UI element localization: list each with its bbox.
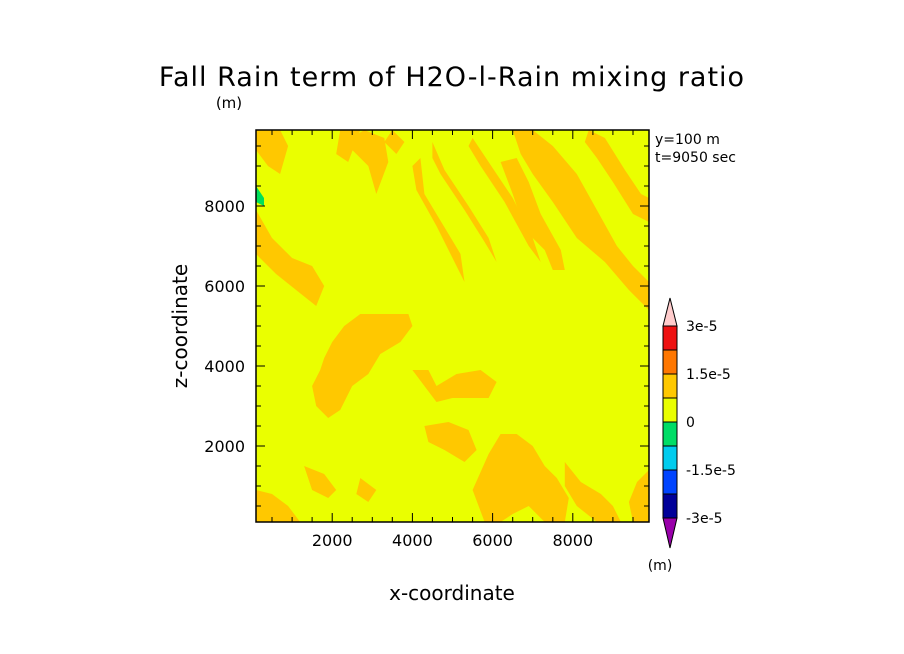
axis-tick-labels: 2000 4000 6000 8000 2000 4000 6000 8000: [204, 197, 593, 550]
y-tick-label: 8000: [204, 197, 245, 216]
x-tick-label: 4000: [392, 531, 433, 550]
contour-region-7: [468, 138, 541, 262]
contour-region-18: [256, 490, 301, 522]
colorbar-unit: (m): [648, 558, 673, 574]
contour-region-13: [412, 370, 497, 402]
colorbar-box: [662, 445, 678, 471]
annotation-y: y=100 m: [655, 132, 720, 148]
contour-region-21: [256, 186, 264, 206]
colorbar-box: [662, 325, 678, 351]
contour-regions: [256, 130, 649, 522]
axis-ticks: [256, 130, 649, 522]
chart-title: Fall Rain term of H2O-l-Rain mixing rati…: [159, 62, 745, 93]
contour-region-17: [628, 470, 649, 522]
contour-region-11: [256, 210, 325, 306]
contour-region-9: [512, 130, 649, 310]
colorbar-box: [662, 397, 678, 423]
colorbar-box: [662, 493, 678, 519]
x-tick-label: 6000: [472, 531, 513, 550]
contour-region-4: [384, 130, 405, 154]
contour-region-14: [424, 422, 477, 462]
y-tick-label: 4000: [204, 357, 245, 376]
x-tick-label: 8000: [552, 531, 593, 550]
y-tick-label: 2000: [204, 437, 245, 456]
colorbar-tick-label: 1.5e-5: [686, 367, 731, 383]
colorbar-max-triangle: [662, 297, 678, 327]
x-axis-label: x-coordinate: [389, 581, 515, 605]
contour-region-12: [312, 314, 413, 418]
colorbar-tick-label: 3e-5: [686, 319, 717, 335]
contour-region-5: [412, 158, 465, 282]
colorbar-tick-label: -3e-5: [686, 511, 723, 527]
colorbar-box: [662, 469, 678, 495]
contour-region-20: [356, 478, 377, 502]
colorbar: 3e-5 1.5e-5 0 -1.5e-5 -3e-5: [662, 297, 736, 549]
contour-region-8: [500, 158, 565, 270]
contour-region-6: [432, 142, 497, 262]
contour-region-16: [564, 462, 621, 522]
title-unit: (m): [216, 94, 242, 112]
contour-region-15: [472, 434, 569, 522]
contour-region-19: [304, 466, 337, 498]
annotation-t: t=9050 sec: [655, 150, 736, 166]
contour-region-3: [344, 130, 389, 194]
colorbar-box: [662, 349, 678, 375]
colorbar-box: [662, 421, 678, 447]
contour-region-1: [256, 130, 289, 174]
colorbar-min-triangle: [662, 517, 678, 549]
colorbar-tick-label: 0: [686, 415, 695, 431]
contour-region-10: [584, 130, 649, 222]
y-tick-label: 6000: [204, 277, 245, 296]
x-tick-label: 2000: [312, 531, 353, 550]
colorbar-box: [662, 373, 678, 399]
y-axis-label: z-coordinate: [168, 264, 192, 388]
colorbar-tick-label: -1.5e-5: [686, 463, 736, 479]
